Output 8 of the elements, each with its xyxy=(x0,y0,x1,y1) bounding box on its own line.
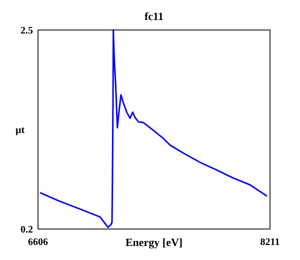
y-tick-label: 2.5 xyxy=(20,26,33,36)
x-tick-label: 8211 xyxy=(260,237,280,248)
y-tick-label: 0.2 xyxy=(20,224,33,236)
chart-title: fc11 xyxy=(144,11,164,23)
x-axis-title: Energy [eV] xyxy=(125,237,183,249)
x-tick-label: 6606 xyxy=(28,237,48,248)
y-axis-title: µt xyxy=(15,125,26,136)
line-series xyxy=(39,29,268,228)
